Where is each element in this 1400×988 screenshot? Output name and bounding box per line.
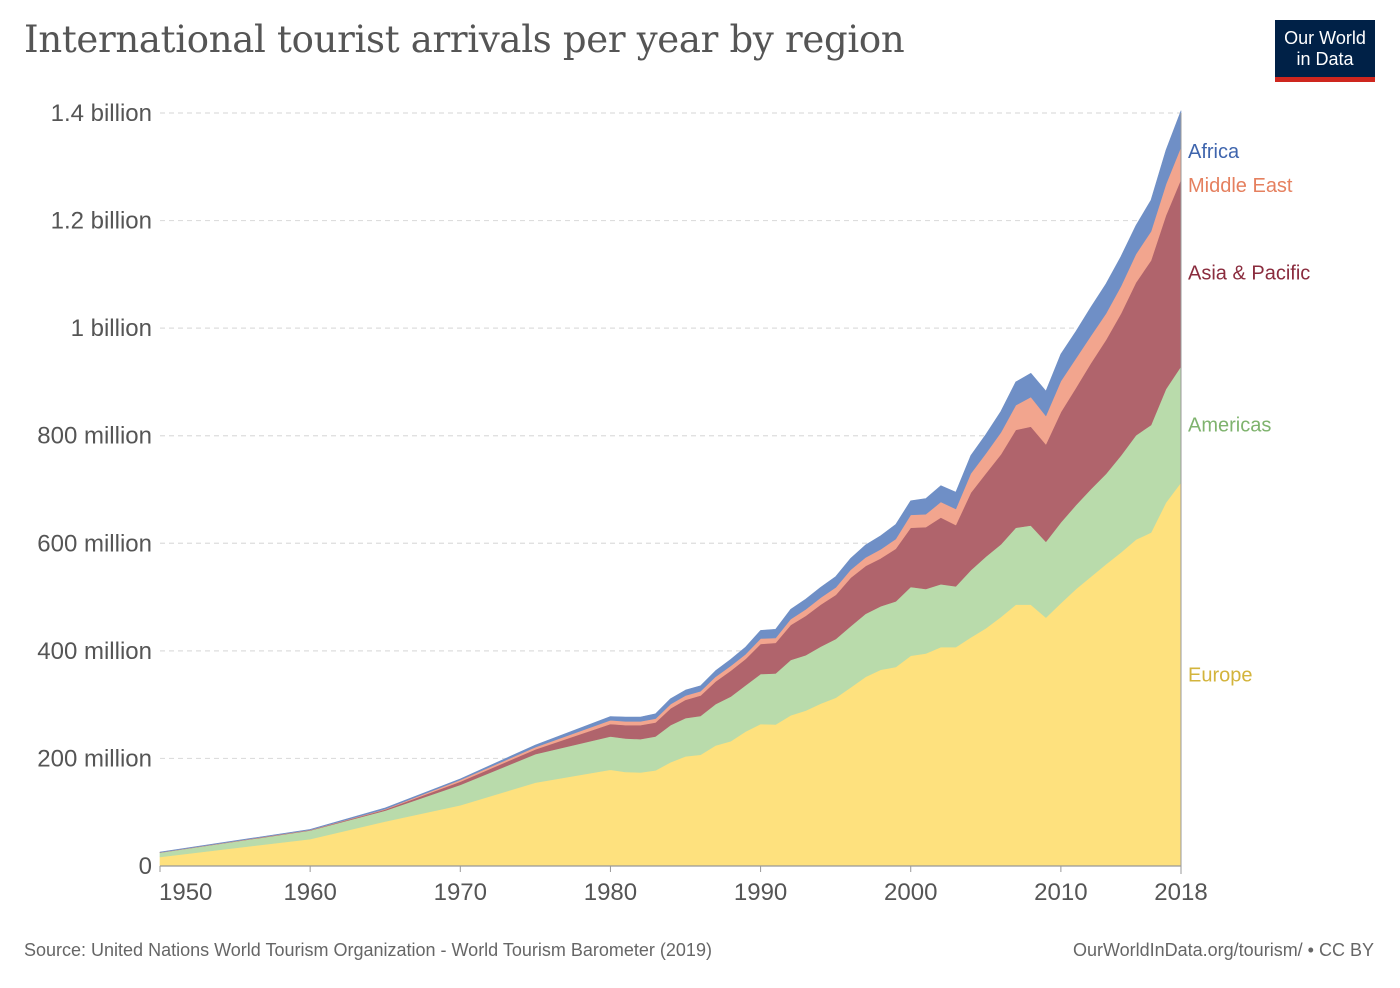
source-note: Source: United Nations World Tourism Org… — [24, 940, 712, 960]
chart-title: International tourist arrivals per year … — [24, 18, 905, 61]
y-tick-label: 0 — [139, 853, 152, 880]
series-label-middle-east: Middle East — [1188, 175, 1293, 197]
axes — [160, 113, 1182, 874]
logo-accent-bar — [1275, 77, 1375, 82]
area-series — [159, 110, 1182, 867]
x-axis-tick-labels: 1950 1960 1970 1980 1990 2000 2010 2018 — [159, 866, 1208, 906]
series-labels: Europe Americas Asia & Pacific Middle East A… — [1188, 141, 1310, 686]
y-tick-label: 1 billion — [71, 315, 152, 342]
x-tick-label: 2018 — [1154, 879, 1207, 906]
x-tick-label: 1970 — [434, 879, 487, 906]
logo-line-1: Our World — [1284, 28, 1366, 48]
x-tick-label: 1990 — [734, 879, 787, 906]
y-tick-label: 200 million — [37, 745, 152, 772]
y-tick-label: 400 million — [37, 638, 152, 665]
x-tick-label: 1960 — [283, 879, 336, 906]
series-label-europe: Europe — [1188, 664, 1253, 686]
y-tick-label: 1.2 billion — [51, 208, 152, 235]
x-tick-label: 2000 — [884, 879, 937, 906]
x-tick-label: 1950 — [159, 879, 212, 906]
logo-line-2: in Data — [1296, 49, 1354, 69]
series-label-americas: Americas — [1188, 414, 1271, 436]
series-label-africa: Africa — [1188, 141, 1240, 163]
series-label-asia-pacific: Asia & Pacific — [1188, 263, 1310, 285]
owid-logo[interactable]: Our World in Data — [1275, 20, 1375, 82]
license-link[interactable]: OurWorldInData.org/tourism/ • CC BY — [1072, 940, 1374, 960]
y-tick-label: 800 million — [37, 423, 152, 450]
y-axis-tick-labels: 0 200 million 400 million 600 million 800 mi… — [37, 100, 152, 880]
y-tick-label: 1.4 billion — [51, 100, 152, 127]
y-tick-label: 600 million — [37, 530, 152, 557]
x-tick-label: 1980 — [584, 879, 637, 906]
x-tick-label: 2010 — [1034, 879, 1087, 906]
